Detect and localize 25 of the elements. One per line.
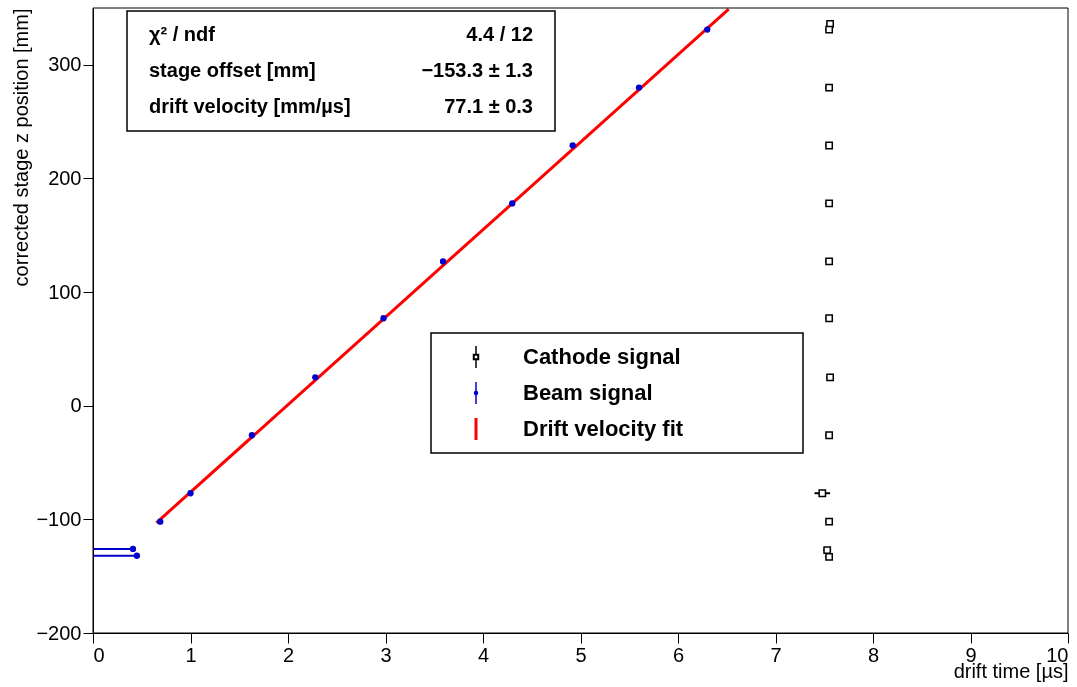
y-tick-label: 0 — [70, 394, 82, 417]
x-tick-label: 8 — [867, 643, 880, 666]
x-tick-label: 0 — [93, 643, 105, 666]
annotation: −153.3 ± 1.3 — [421, 59, 533, 81]
y-axis-title: corrected stage z position [mm] — [10, 8, 33, 287]
annotation: stage offset [mm] — [149, 59, 316, 81]
y-tick-label: −200 — [36, 621, 82, 644]
annotation: χ² / ndf — [149, 23, 216, 45]
x-tick-label: 1 — [185, 643, 197, 666]
legend-label: Beam signal — [523, 380, 653, 405]
y-tick-label: −100 — [36, 507, 82, 530]
annotation: drift velocity [mm/µs] — [149, 95, 351, 117]
x-tick-label: 6 — [672, 643, 685, 666]
x-tick-label: 2 — [282, 643, 295, 666]
y-tick-label: 100 — [48, 280, 82, 303]
x-tick-label: 5 — [575, 643, 587, 666]
annotation: 77.1 ± 0.3 — [444, 95, 533, 117]
x-tick-label: 3 — [380, 643, 392, 666]
y-tick-label: 300 — [48, 53, 82, 76]
x-tick-label: 7 — [770, 643, 782, 666]
annotation: 4.4 / 12 — [466, 23, 533, 45]
legend-label: Cathode signal — [523, 344, 681, 369]
y-tick-label: 200 — [48, 166, 82, 189]
x-tick-label: 4 — [477, 643, 490, 666]
legend-label: Drift velocity fit — [523, 416, 684, 441]
